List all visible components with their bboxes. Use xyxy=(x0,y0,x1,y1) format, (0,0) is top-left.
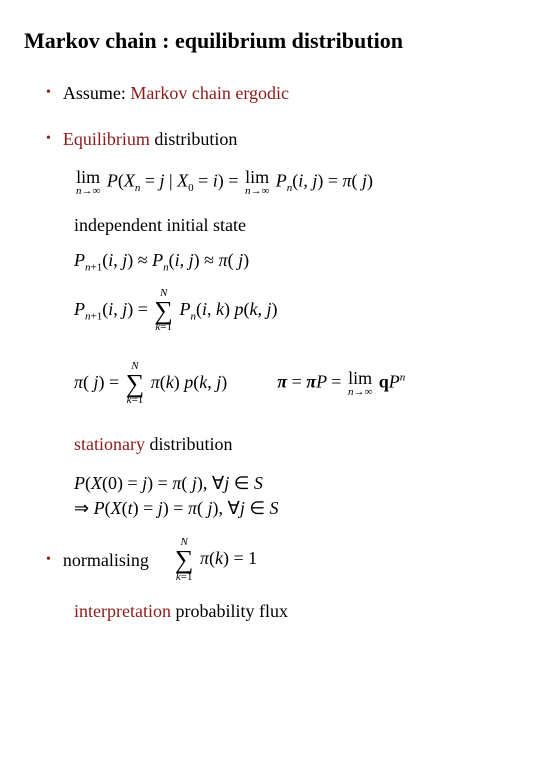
label-independent: independent initial state xyxy=(74,215,516,236)
equation-sum-transition: Pn+1(i, j) = N∑k=1 Pn(i, k) p(k, j) xyxy=(74,288,516,333)
bullet-text: normalising xyxy=(63,549,149,571)
label-stationary: stationary distribution xyxy=(74,434,516,455)
bullet-text: Assume: Markov chain ergodic xyxy=(63,82,289,104)
text-plain: distribution xyxy=(145,434,233,454)
bullet-icon: • xyxy=(46,545,51,575)
text-highlight: Markov chain ergodic xyxy=(130,83,289,103)
text-highlight: stationary xyxy=(74,434,145,454)
equation-approx: Pn+1(i, j) ≈ Pn(i, j) ≈ π( j) xyxy=(74,250,516,274)
equation-row: π( j) = N∑k=1 π(k) p(k, j) π = πP = limn… xyxy=(74,347,516,420)
label-interpretation: interpretation probability flux xyxy=(74,601,516,622)
text-plain: distribution xyxy=(150,129,238,149)
slide-page: Markov chain : equilibrium distribution … xyxy=(0,0,540,652)
text-plain: probability flux xyxy=(171,601,288,621)
text-plain: Assume: xyxy=(63,83,131,103)
bullet-icon: • xyxy=(46,128,51,150)
bullet-item: • normalising N∑k=1 π(k) = 1 xyxy=(24,537,516,582)
bullet-item: • Equilibrium distribution xyxy=(24,128,516,150)
bullet-icon: • xyxy=(46,82,51,104)
text-highlight: Equilibrium xyxy=(63,129,150,149)
content-block: limn→∞ P(Xn = j | X0 = i) = limn→∞ Pn(i,… xyxy=(24,168,516,519)
equation-sum-pi: π( j) = N∑k=1 π(k) p(k, j) xyxy=(74,361,227,406)
bullet-item: • Assume: Markov chain ergodic xyxy=(24,82,516,104)
equation-stationary-1: P(X(0) = j) = π( j), ∀j ∈ S xyxy=(74,473,516,494)
bullet-text: Equilibrium distribution xyxy=(63,128,238,150)
equation-stationary-2: ⇒ P(X(t) = j) = π( j), ∀j ∈ S xyxy=(74,498,516,519)
equation-matrix: π = πP = limn→∞ qPn xyxy=(277,369,405,398)
content-block: interpretation probability flux xyxy=(24,601,516,622)
equation-normalising: N∑k=1 π(k) = 1 xyxy=(173,537,257,582)
equation-limit: limn→∞ P(Xn = j | X0 = i) = limn→∞ Pn(i,… xyxy=(74,168,516,197)
equation-group: Pn+1(i, j) ≈ Pn(i, j) ≈ π( j) Pn+1(i, j)… xyxy=(74,250,516,420)
text-highlight: interpretation xyxy=(74,601,171,621)
page-title: Markov chain : equilibrium distribution xyxy=(24,28,516,54)
